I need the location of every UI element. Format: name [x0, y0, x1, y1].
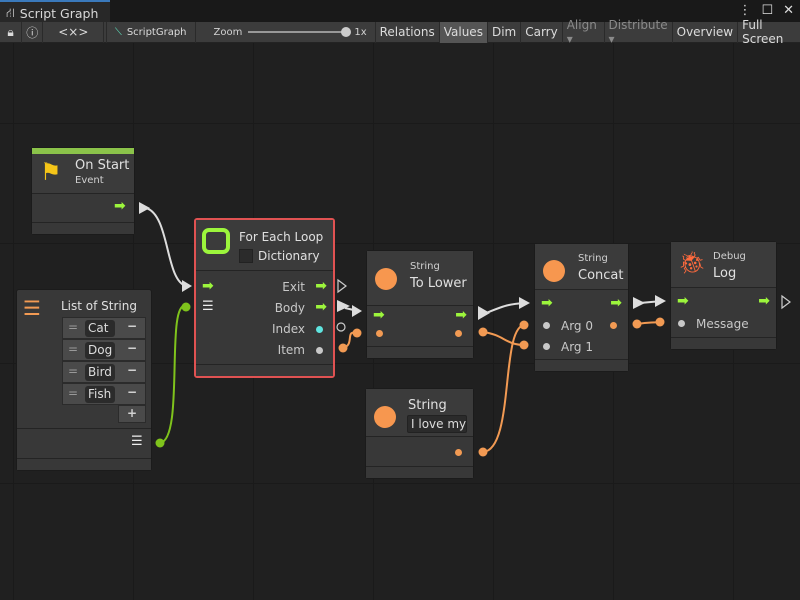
string-output-dot[interactable] — [455, 449, 462, 456]
flow-input-icon[interactable]: ➡ — [541, 295, 553, 311]
flow-port-icon — [337, 300, 350, 312]
dictionary-checkbox[interactable] — [239, 249, 253, 263]
on-start-node[interactable]: ⚑ On Start Event ➡ — [31, 147, 135, 235]
loop-icon — [202, 228, 230, 254]
carry-button[interactable]: Carry — [521, 21, 563, 43]
breadcrumb[interactable]: ⟍ ScriptGraph — [107, 21, 196, 43]
string-concat-node[interactable]: String Concat ➡ ➡ Arg 0 Arg 1 — [534, 243, 629, 372]
title-bar: ⛙ Script Graph ⋮ ☐ ✕ — [0, 0, 800, 22]
dim-button[interactable]: Dim — [488, 21, 522, 43]
string-icon — [375, 268, 397, 290]
script-graph-icon: ⟍ — [114, 26, 122, 38]
flow-port-icon — [139, 202, 150, 214]
values-button[interactable]: Values — [439, 21, 488, 43]
index-output-dot[interactable] — [316, 326, 323, 333]
flow-input-icon[interactable]: ➡ — [677, 293, 689, 309]
arg0-input-dot[interactable] — [543, 322, 550, 329]
list-of-string-node[interactable]: ☰ List of String = Cat − = Dog − = Bird − = Fis… — [16, 289, 152, 471]
toolbar: 🔒︎ ⓘ <×> ⟍ ScriptGraph Zoom 1x Relations … — [0, 18, 800, 46]
string-input-dot[interactable] — [376, 330, 383, 337]
string-wire — [482, 331, 526, 346]
flow-output-icon[interactable]: ➡ — [114, 198, 126, 214]
arg1-input-dot[interactable] — [543, 343, 550, 350]
log-exit-port-icon — [781, 294, 791, 310]
remove-item-button[interactable]: − — [126, 385, 137, 399]
flow-port-icon — [182, 280, 192, 292]
zoom-slider[interactable] — [248, 27, 352, 37]
maximize-icon[interactable]: ☐ — [761, 3, 774, 18]
body-output-icon[interactable]: ➡ — [315, 299, 327, 315]
to-lower-node[interactable]: String To Lower ➡ ➡ — [366, 250, 474, 359]
index-port-icon — [336, 322, 346, 332]
exit-output-icon[interactable]: ➡ — [315, 278, 327, 294]
overview-button[interactable]: Overview — [673, 21, 739, 43]
window-tab[interactable]: ⛙ Script Graph — [0, 0, 110, 22]
list-item: = Dog − — [62, 339, 146, 361]
info-icon[interactable]: ⓘ — [22, 21, 44, 43]
flow-output-icon[interactable]: ➡ — [610, 295, 622, 311]
list-item: = Cat − — [62, 317, 146, 339]
collection-input-icon[interactable]: ☰ — [202, 299, 214, 314]
exit-port-icon — [337, 278, 347, 294]
close-icon[interactable]: ✕ — [783, 3, 794, 18]
distribute-dropdown[interactable]: Distribute ▾ — [605, 18, 673, 46]
string-output-dot[interactable] — [455, 330, 462, 337]
align-dropdown[interactable]: Align ▾ — [563, 18, 605, 46]
graph-icon: ⛙ — [6, 5, 15, 20]
string-icon — [374, 406, 396, 428]
remove-item-button[interactable]: − — [126, 363, 137, 377]
kebab-icon[interactable]: ⋮ — [738, 3, 752, 18]
embed-icon[interactable]: <×> — [43, 21, 105, 43]
add-item-button[interactable]: + — [118, 405, 146, 423]
string-output-dot[interactable] — [610, 322, 617, 329]
list-wire — [159, 305, 187, 444]
drag-handle-icon[interactable]: = — [68, 386, 79, 400]
flag-icon: ⚑ — [40, 158, 62, 186]
string-icon — [543, 260, 565, 282]
flow-wire — [483, 302, 526, 315]
flow-input-icon[interactable]: ➡ — [202, 278, 214, 294]
message-input-dot[interactable] — [678, 320, 685, 327]
item-output-dot[interactable] — [316, 347, 323, 354]
string-value-input[interactable]: I love my — [407, 415, 467, 433]
drag-handle-icon[interactable]: = — [68, 364, 79, 378]
flow-port-icon — [478, 306, 490, 320]
relations-button[interactable]: Relations — [376, 21, 440, 43]
drag-handle-icon[interactable]: = — [68, 320, 79, 334]
debug-log-node[interactable]: 🐞︎ Debug Log ➡ ➡ Message — [670, 241, 777, 350]
flow-output-icon[interactable]: ➡ — [758, 293, 770, 309]
flow-port-icon — [633, 297, 645, 309]
list-output-icon[interactable]: ☰ — [131, 434, 143, 449]
flow-port-icon — [519, 297, 530, 309]
flow-output-icon[interactable]: ➡ — [455, 307, 467, 323]
remove-item-button[interactable]: − — [126, 341, 137, 355]
remove-item-button[interactable]: − — [126, 319, 137, 333]
string-literal-node[interactable]: String I love my — [365, 388, 474, 479]
for-each-loop-node[interactable]: For Each Loop Dictionary ➡ ☰ Exit ➡ Body… — [194, 218, 335, 378]
list-item: = Fish − — [62, 383, 146, 405]
bug-icon: 🐞︎ — [678, 251, 706, 276]
flow-input-icon[interactable]: ➡ — [373, 307, 385, 323]
flow-wire — [145, 207, 187, 287]
string-wire — [482, 324, 526, 453]
lock-icon[interactable]: 🔒︎ — [0, 21, 23, 43]
flow-port-icon — [655, 295, 666, 307]
drag-handle-icon[interactable]: = — [68, 342, 79, 356]
list-item: = Bird − — [62, 361, 146, 383]
list-icon: ☰ — [23, 296, 41, 320]
flow-port-icon — [352, 305, 362, 317]
